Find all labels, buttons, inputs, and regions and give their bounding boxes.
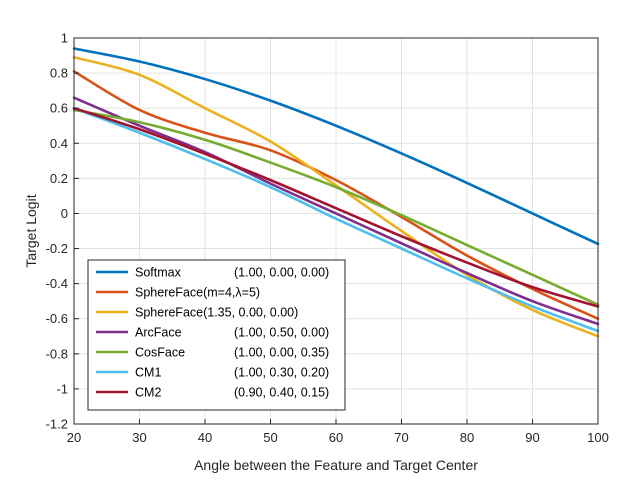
x-axis-label: Angle between the Feature and Target Cen… — [194, 457, 478, 473]
x-tick-label: 30 — [132, 430, 146, 445]
y-tick-label: -0.6 — [46, 311, 68, 326]
legend-entry-name: CM2 — [135, 386, 161, 400]
legend-box — [87, 259, 346, 411]
legend-entry-params: (1.00, 0.30, 0.20) — [234, 366, 329, 380]
y-axis-label: Target Logit — [23, 194, 39, 267]
series-line-cm2 — [72, 106, 600, 308]
legend-entry-name: SphereFace(m=4,λ=5) — [135, 286, 260, 300]
x-tick-label: 50 — [263, 430, 277, 445]
x-tick-label: 40 — [198, 430, 212, 445]
legend-entry-name: CosFace — [135, 346, 185, 360]
legend-entry-params: (1.00, 0.00, 0.35) — [234, 346, 329, 360]
x-tick-label: 100 — [587, 430, 609, 445]
legend-entry-name: CM1 — [135, 366, 161, 380]
legend: Softmax (1.00, 0.00, 0.00) SphereFace(m=4,… — [87, 259, 346, 411]
y-tick-label: -0.8 — [46, 346, 68, 361]
legend-entry-params: (0.90, 0.40, 0.15) — [234, 386, 329, 400]
series-line-sphereface-1-35-0-00-0-00 — [72, 56, 600, 338]
plot-series — [72, 47, 600, 338]
legend-entry-params: (1.00, 0.50, 0.00) — [234, 326, 329, 340]
y-tick-label: 0 — [61, 206, 68, 221]
legend-entry-name: SphereFace(1.35, 0.00, 0.00) — [135, 306, 298, 320]
y-tick-label: -1 — [56, 381, 68, 396]
legend-entry-name: Softmax — [135, 266, 182, 280]
series-line-cosface — [72, 108, 600, 306]
x-tick-label: 20 — [67, 430, 81, 445]
series-line-cm1 — [72, 106, 600, 333]
y-tick-label: 0.4 — [50, 136, 68, 151]
y-tick-label: 1 — [61, 31, 68, 46]
y-tick-label: 0.2 — [50, 171, 68, 186]
axis-tick-labels: 20 30 40 50 60 70 80 90 100 -1.2 -1 -0.8 -0.6 -0.4 -0.… — [46, 31, 609, 446]
legend-entry-params: (1.00, 0.00, 0.00) — [234, 266, 329, 280]
y-tick-label: 0.8 — [50, 66, 68, 81]
x-tick-label: 90 — [525, 430, 539, 445]
series-line-arcface — [72, 96, 600, 326]
x-tick-label: 70 — [394, 430, 408, 445]
y-tick-label: -0.4 — [46, 276, 68, 291]
x-tick-label: 80 — [460, 430, 474, 445]
axis-ticks — [73, 37, 599, 425]
x-tick-label: 60 — [329, 430, 343, 445]
y-tick-label: 0.6 — [50, 101, 68, 116]
y-tick-label: -1.2 — [46, 417, 68, 432]
legend-entry-name: ArcFace — [135, 326, 182, 340]
y-tick-label: -0.2 — [46, 241, 68, 256]
series-line-softmax — [72, 47, 600, 246]
